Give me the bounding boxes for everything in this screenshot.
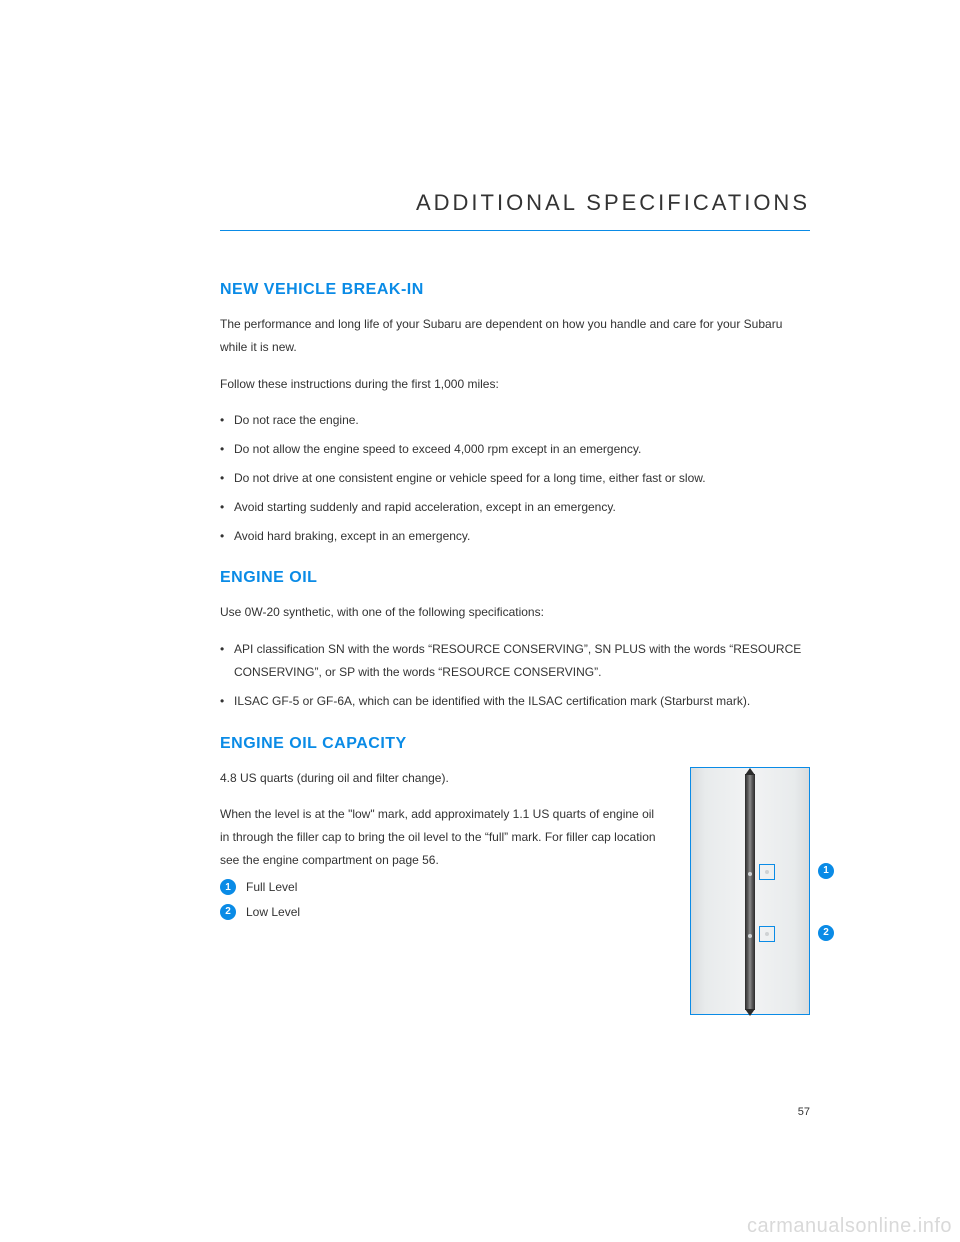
capacity-paragraph-2: When the level is at the "low" mark, add… [220, 803, 666, 871]
callout-label-low: 2 [818, 925, 834, 941]
callout-number-icon: 2 [220, 904, 236, 920]
page-header-title: ADDITIONAL SPECIFICATIONS [220, 190, 810, 216]
list-item: Avoid starting suddenly and rapid accele… [220, 496, 810, 519]
list-item: ILSAC GF-5 or GF-6A, which can be identi… [220, 690, 810, 713]
callout-box-full [759, 864, 775, 880]
page: ADDITIONAL SPECIFICATIONS NEW VEHICLE BR… [0, 0, 960, 1242]
dipstick-hole-low [748, 934, 752, 938]
capacity-paragraph-1: 4.8 US quarts (during oil and filter cha… [220, 767, 666, 790]
dipstick-figure-wrap: 1 2 [690, 767, 810, 1015]
engine-oil-bullets: API classification SN with the words “RE… [220, 638, 810, 712]
callout-box-low [759, 926, 775, 942]
watermark: carmanualsonline.info [747, 1215, 952, 1238]
callout-label-full: 1 [818, 863, 834, 879]
dipstick-tip-bottom-icon [745, 1009, 755, 1016]
header-divider [220, 230, 810, 231]
page-number: 57 [798, 1106, 810, 1118]
heading-engine-oil: ENGINE OIL [220, 569, 810, 587]
list-item: Do not allow the engine speed to exceed … [220, 438, 810, 461]
capacity-text-col: 4.8 US quarts (during oil and filter cha… [220, 767, 666, 926]
list-item: Do not drive at one consistent engine or… [220, 467, 810, 490]
dipstick-tip-top-icon [745, 768, 755, 775]
dipstick-hole-full [748, 872, 752, 876]
dipstick-rod [745, 774, 755, 1010]
capacity-row: 4.8 US quarts (during oil and filter cha… [220, 767, 810, 1015]
legend-label: Low Level [246, 901, 300, 924]
dot-icon [765, 932, 769, 936]
legend-item-full: 1 Full Level [220, 876, 666, 899]
legend-item-low: 2 Low Level [220, 901, 666, 924]
list-item: Avoid hard braking, except in an emergen… [220, 525, 810, 548]
breakin-paragraph-1: The performance and long life of your Su… [220, 313, 810, 359]
callout-number-icon: 1 [220, 879, 236, 895]
legend-label: Full Level [246, 876, 297, 899]
dipstick-figure [690, 767, 810, 1015]
engine-oil-paragraph: Use 0W-20 synthetic, with one of the fol… [220, 601, 810, 624]
breakin-paragraph-2: Follow these instructions during the fir… [220, 373, 810, 396]
list-item: Do not race the engine. [220, 409, 810, 432]
dot-icon [765, 870, 769, 874]
list-item: API classification SN with the words “RE… [220, 638, 810, 684]
breakin-bullets: Do not race the engine. Do not allow the… [220, 409, 810, 547]
heading-breakin: NEW VEHICLE BREAK-IN [220, 281, 810, 299]
heading-oil-capacity: ENGINE OIL CAPACITY [220, 735, 810, 753]
